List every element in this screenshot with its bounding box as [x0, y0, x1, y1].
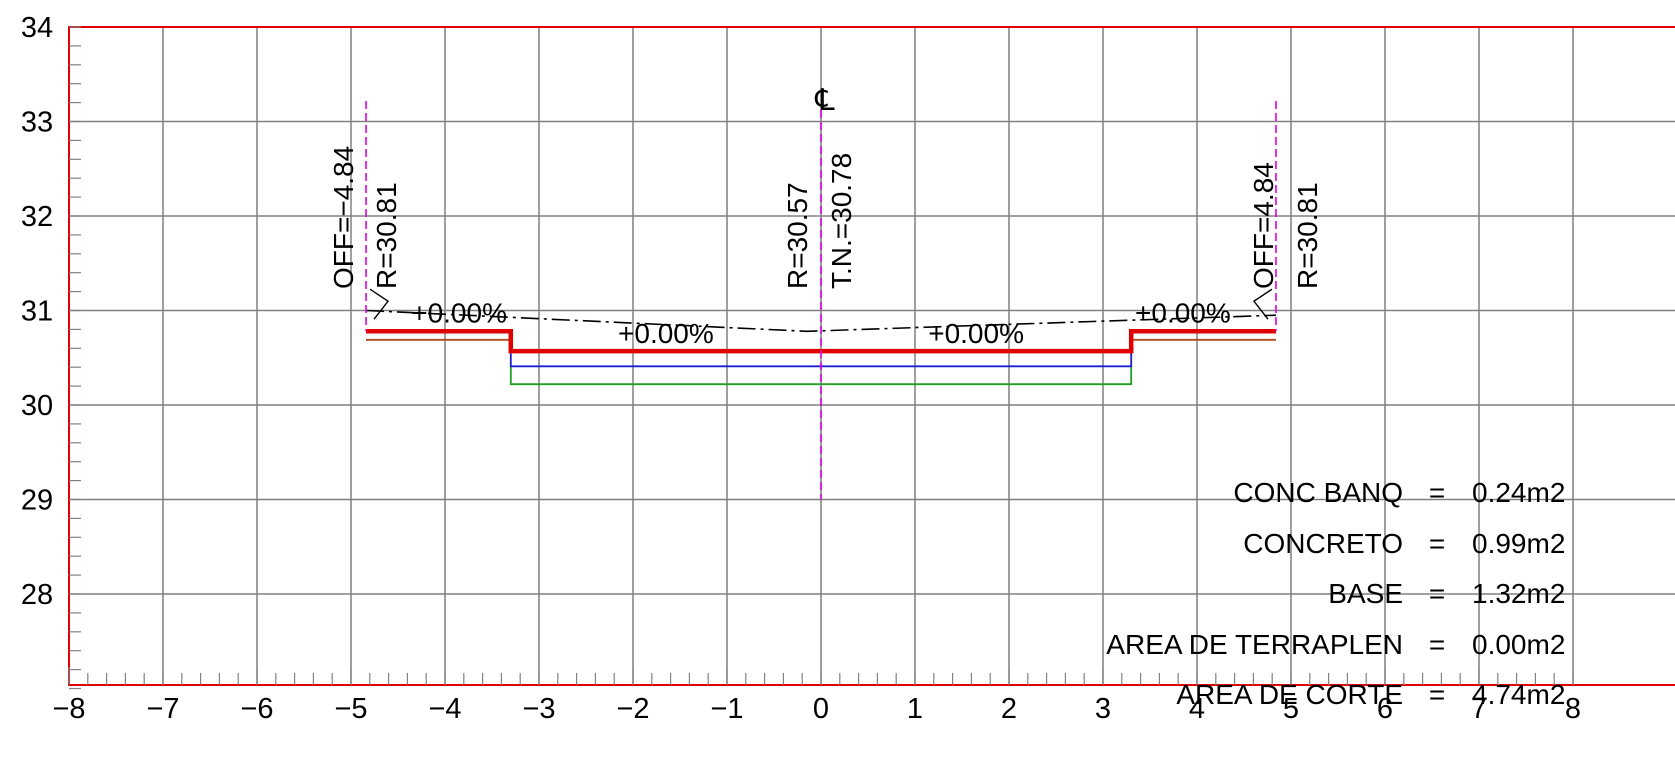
x-tick-label: −5: [334, 693, 367, 725]
x-tick-label: 4: [1189, 693, 1205, 725]
qty-value: 0.24m2: [1472, 477, 1565, 508]
qty-name: CONCRETO: [1243, 528, 1403, 559]
qty-name: AREA DE CORTE: [1176, 679, 1403, 710]
qty-name: AREA DE TERRAPLEN: [1106, 629, 1403, 660]
x-tick-label: 3: [1095, 693, 1111, 725]
x-tick-label: 8: [1565, 693, 1581, 725]
qty-value: 4.74m2: [1472, 679, 1565, 710]
qty-name: CONC BANQ: [1233, 477, 1403, 508]
y-tick-label: 31: [21, 296, 53, 328]
qty-equals: =: [1429, 629, 1445, 660]
y-tick-label: 29: [21, 485, 53, 517]
qty-value: 1.32m2: [1472, 578, 1565, 609]
slope-label: +0.00%: [618, 318, 714, 349]
x-tick-label: −8: [52, 693, 85, 725]
slope-label: +0.00%: [928, 318, 1024, 349]
x-tick-label: −3: [522, 693, 555, 725]
x-tick-label: 2: [1001, 693, 1017, 725]
left-offset-label: OFF=−4.84: [328, 146, 359, 289]
left-rasante-label: R=30.81: [371, 182, 402, 289]
offset-layer: [365, 101, 1277, 500]
slope-label: +0.00%: [411, 297, 507, 328]
x-tick-label: 0: [813, 693, 829, 725]
qty-equals: =: [1429, 679, 1445, 710]
qty-equals: =: [1429, 578, 1445, 609]
x-tick-label: −1: [710, 693, 743, 725]
qty-name: BASE: [1328, 578, 1403, 609]
qty-value: 0.00m2: [1472, 629, 1565, 660]
x-tick-label: 6: [1377, 693, 1393, 725]
right-rasante-label: R=30.81: [1292, 182, 1323, 289]
qty-value: 0.99m2: [1472, 528, 1565, 559]
center-terrain-label: T.N.=30.78: [826, 153, 857, 289]
y-tick-label: 30: [21, 390, 53, 422]
slope-arrow-icon: [369, 288, 390, 320]
slope-label: +0.00%: [1135, 297, 1231, 328]
x-tick-label: −6: [240, 693, 273, 725]
centerline-symbol: ℄: [814, 84, 834, 117]
x-tick-label: 1: [907, 693, 923, 725]
x-tick-label: −2: [616, 693, 649, 725]
x-tick-label: 7: [1471, 693, 1487, 725]
qty-equals: =: [1429, 528, 1445, 559]
quantities-table: CONC BANQ = 0.24m2 CONCRETO = 0.99m2 BASE = 1.32…: [1106, 477, 1565, 710]
frame-border: [68, 26, 1675, 686]
y-tick-label: 32: [21, 201, 53, 233]
frame-layer: [68, 26, 1675, 686]
slope-labels: +0.00% +0.00% +0.00% +0.00%: [411, 297, 1231, 349]
y-tick-label: 33: [21, 107, 53, 139]
right-offset-label: OFF=4.84: [1248, 162, 1279, 289]
center-rasante-label: R=30.57: [782, 182, 813, 289]
x-tick-label: −7: [146, 693, 179, 725]
slope-arrow-icon: [1252, 288, 1273, 320]
grid-layer: [69, 27, 1675, 685]
qty-equals: =: [1429, 477, 1445, 508]
y-tick-label: 28: [21, 579, 53, 611]
terrain-profile: [365, 309, 1277, 333]
y-tick-label: 34: [21, 12, 53, 44]
x-tick-label: 5: [1283, 693, 1299, 725]
base-profile: [509, 366, 1133, 386]
x-tick-label: −4: [428, 693, 461, 725]
